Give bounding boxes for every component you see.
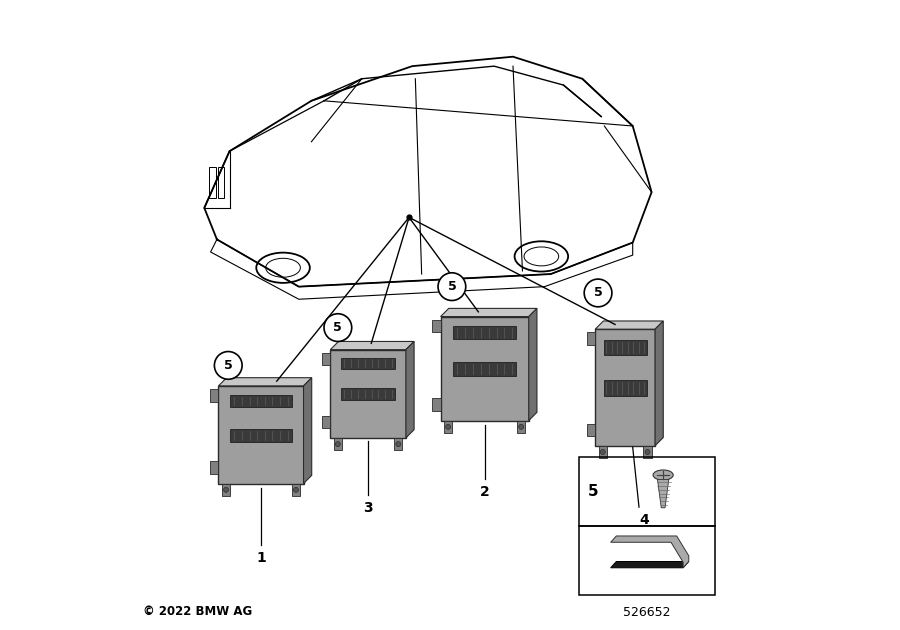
Polygon shape [441, 309, 537, 316]
Text: © 2022 BMW AG: © 2022 BMW AG [143, 605, 252, 617]
Polygon shape [598, 446, 607, 459]
Polygon shape [303, 377, 311, 484]
Circle shape [214, 352, 242, 379]
Polygon shape [658, 479, 669, 508]
Polygon shape [341, 389, 395, 400]
Text: 5: 5 [447, 280, 456, 293]
Polygon shape [334, 438, 342, 450]
Polygon shape [230, 429, 292, 442]
Circle shape [584, 279, 612, 307]
Polygon shape [330, 341, 414, 350]
Polygon shape [322, 416, 330, 428]
Circle shape [438, 273, 466, 301]
Polygon shape [219, 377, 311, 386]
Polygon shape [330, 350, 406, 438]
Polygon shape [610, 561, 688, 568]
Polygon shape [444, 421, 452, 433]
Polygon shape [230, 394, 292, 408]
Polygon shape [432, 320, 441, 333]
Polygon shape [222, 484, 230, 496]
Polygon shape [453, 326, 517, 340]
Polygon shape [644, 446, 652, 459]
Text: 5: 5 [588, 484, 598, 499]
Polygon shape [432, 399, 441, 411]
Circle shape [336, 442, 340, 447]
Polygon shape [595, 321, 663, 329]
Circle shape [293, 488, 299, 493]
Polygon shape [604, 340, 647, 355]
Text: 5: 5 [594, 287, 602, 299]
Text: 5: 5 [334, 321, 342, 334]
Polygon shape [322, 353, 330, 365]
Polygon shape [587, 423, 595, 436]
Circle shape [446, 425, 451, 430]
Polygon shape [211, 389, 219, 402]
Circle shape [324, 314, 352, 341]
Polygon shape [518, 421, 526, 433]
Circle shape [645, 450, 650, 455]
Polygon shape [211, 461, 219, 474]
Polygon shape [406, 341, 414, 438]
Text: 526652: 526652 [623, 607, 670, 619]
Polygon shape [453, 362, 517, 376]
Polygon shape [394, 438, 402, 450]
Polygon shape [441, 316, 529, 421]
Polygon shape [610, 536, 688, 568]
Circle shape [396, 442, 400, 447]
Polygon shape [587, 333, 595, 345]
Circle shape [223, 488, 229, 493]
Polygon shape [341, 358, 395, 369]
Polygon shape [292, 484, 300, 496]
Polygon shape [529, 309, 537, 421]
Polygon shape [655, 321, 663, 446]
Circle shape [518, 425, 524, 430]
Text: 4: 4 [639, 513, 649, 527]
Circle shape [600, 450, 606, 455]
Text: 5: 5 [224, 359, 232, 372]
Polygon shape [604, 381, 647, 396]
Text: 1: 1 [256, 551, 266, 565]
Ellipse shape [653, 470, 673, 480]
Polygon shape [595, 329, 655, 446]
Text: 2: 2 [480, 485, 490, 499]
Text: 3: 3 [364, 501, 373, 515]
Polygon shape [219, 386, 303, 484]
